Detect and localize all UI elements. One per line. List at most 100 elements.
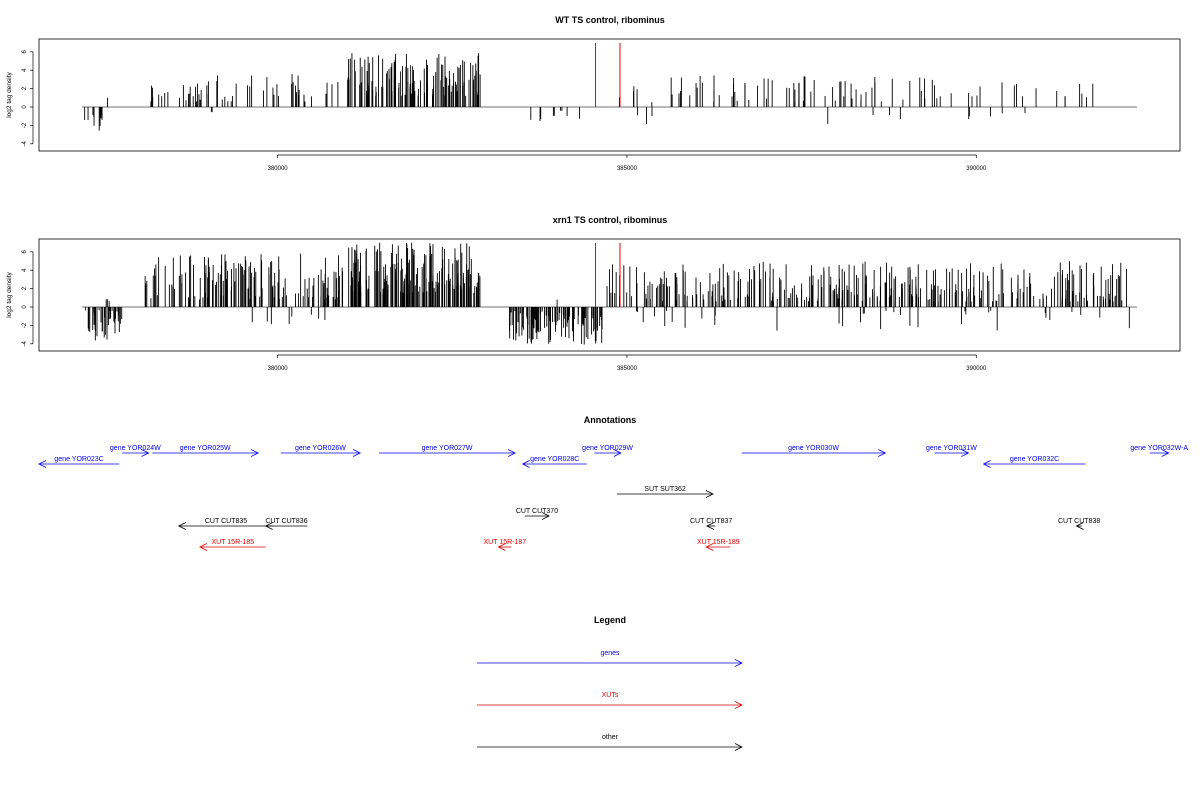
annotation-gene: gene YOR029W bbox=[582, 445, 633, 457]
y-tick-label: -2 bbox=[22, 322, 28, 328]
annotation-other: SUT SUT362 bbox=[617, 486, 714, 498]
x-tick-label: 390000 bbox=[966, 366, 987, 372]
y-tick-label: -2 bbox=[22, 122, 28, 128]
legend-item-xut: XUTs bbox=[477, 692, 743, 709]
legend-arrow-arrowhead bbox=[734, 659, 743, 667]
annotation-label: gene YOR031W bbox=[926, 445, 977, 452]
annotation-label: gene YOR027W bbox=[422, 445, 473, 452]
annotation-label: XUT 15R-187 bbox=[484, 539, 527, 546]
annotation-arrow-arrowhead bbox=[705, 490, 714, 498]
y-tick-label: 6 bbox=[22, 49, 28, 53]
annotation-other: CUT CUT837 bbox=[690, 518, 732, 530]
annotation-gene: gene YOR028C bbox=[521, 456, 587, 468]
panel-xrn1-title: xrn1 TS control, ribominus bbox=[553, 215, 668, 225]
annotation-other: CUT CUT838 bbox=[1058, 518, 1100, 530]
panel-xrn1-x-axis: 380000 385000 390000 bbox=[268, 354, 987, 372]
annotation-other: CUT CUT836 bbox=[264, 518, 308, 530]
annotation-arrow-arrowhead bbox=[250, 449, 260, 457]
annotation-arrow-arrowhead bbox=[961, 449, 970, 457]
annotation-gene: gene YOR025W bbox=[152, 445, 260, 457]
y-tick-label: 0 bbox=[22, 305, 28, 309]
y-tick-label: 4 bbox=[22, 268, 28, 272]
x-tick-label: 380000 bbox=[268, 166, 289, 172]
panel-wt-ylabel: log2 tag density bbox=[6, 71, 13, 117]
annotation-arrow-arrowhead bbox=[177, 522, 186, 530]
annotation-label: CUT CUT837 bbox=[690, 518, 732, 525]
annotation-arrow-arrowhead bbox=[1161, 449, 1170, 457]
annotation-xut: XUT 15R-189 bbox=[697, 539, 740, 551]
annotation-arrow-arrowhead bbox=[264, 522, 273, 530]
legend-items: genes XUTs other bbox=[477, 650, 743, 751]
legend-arrow-arrowhead bbox=[734, 701, 743, 709]
annotation-arrow-arrowhead bbox=[141, 449, 150, 457]
x-tick-label: 380000 bbox=[268, 366, 289, 372]
legend-title: Legend bbox=[594, 615, 626, 625]
annotation-label: CUT CUT370 bbox=[516, 508, 558, 515]
legend-arrow-arrowhead bbox=[734, 743, 743, 751]
legend: Legend genes XUTs other bbox=[477, 615, 743, 751]
panel-xrn1: xrn1 TS control, ribominus log2 tag dens… bbox=[6, 215, 1181, 372]
legend-label: other bbox=[602, 734, 619, 741]
x-tick-label: 385000 bbox=[617, 366, 638, 372]
annotation-gene: gene YOR026W bbox=[280, 445, 362, 457]
annotation-label: SUT SUT362 bbox=[644, 486, 686, 493]
annotation-label: gene YOR029W bbox=[582, 445, 633, 452]
annotation-items: gene YOR023C gene YOR024W gene YOR025W gene… bbox=[38, 445, 1188, 551]
annotation-arrow-arrowhead bbox=[507, 449, 516, 457]
annotation-label: gene YOR028C bbox=[530, 456, 579, 463]
x-tick-label: 385000 bbox=[617, 166, 638, 172]
legend-item-gene: genes bbox=[477, 650, 743, 667]
annotation-arrow-arrowhead bbox=[199, 543, 208, 551]
panel-wt-frame bbox=[38, 38, 1181, 152]
annotation-arrow-arrowhead bbox=[38, 460, 47, 468]
legend-item-other: other bbox=[477, 734, 743, 751]
annotation-label: gene YOR025W bbox=[180, 445, 231, 452]
annotation-arrow-arrowhead bbox=[878, 449, 887, 457]
annotation-label: XUT 15R-185 bbox=[211, 539, 254, 546]
panel-xrn1-ylabel: log2 tag density bbox=[6, 271, 13, 317]
annotation-arrow-arrowhead bbox=[982, 460, 991, 468]
y-tick-label: 4 bbox=[22, 68, 28, 72]
annotation-gene: gene YOR023C bbox=[38, 456, 120, 468]
annotation-other: CUT CUT370 bbox=[516, 508, 558, 520]
annotation-arrow-arrowhead bbox=[497, 543, 506, 551]
panel-wt: WT TS control, ribominus log2 tag densit… bbox=[6, 15, 1181, 172]
annotation-label: gene YOR032C bbox=[1010, 456, 1059, 463]
y-tick-label: 0 bbox=[22, 105, 28, 109]
annotation-label: CUT CUT835 bbox=[205, 518, 247, 525]
annotation-gene: gene YOR031W bbox=[926, 445, 977, 457]
panel-wt-y-axis: -4 -2 0 2 4 6 bbox=[22, 49, 34, 146]
annotation-arrow-arrowhead bbox=[613, 449, 622, 457]
y-tick-label: 2 bbox=[22, 286, 28, 290]
panel-wt-title: WT TS control, ribominus bbox=[555, 15, 665, 25]
annotation-arrow-arrowhead bbox=[705, 543, 714, 551]
legend-label: genes bbox=[600, 650, 620, 657]
annotation-label: gene YOR032W-A bbox=[1130, 445, 1188, 452]
annotation-xut: XUT 15R-187 bbox=[484, 539, 527, 551]
x-tick-label: 390000 bbox=[966, 166, 987, 172]
panel-xrn1-bars bbox=[82, 242, 1137, 345]
annotations-title: Annotations bbox=[584, 415, 637, 425]
annotation-arrow-arrowhead bbox=[706, 522, 715, 530]
y-tick-label: -4 bbox=[22, 140, 28, 146]
annotation-gene: gene YOR024W bbox=[110, 445, 161, 457]
y-tick-label: 2 bbox=[22, 86, 28, 90]
y-tick-label: 6 bbox=[22, 249, 28, 253]
panel-wt-bars bbox=[82, 43, 1137, 131]
panel-wt-x-axis: 380000 385000 390000 bbox=[268, 154, 987, 172]
annotation-gene: gene YOR030W bbox=[741, 445, 887, 457]
legend-label: XUTs bbox=[602, 692, 619, 699]
annotation-label: gene YOR024W bbox=[110, 445, 161, 452]
annotation-label: XUT 15R-189 bbox=[697, 539, 740, 546]
annotation-other: CUT CUT835 bbox=[177, 518, 274, 530]
annotation-xut: XUT 15R-185 bbox=[199, 539, 266, 551]
panel-xrn1-frame bbox=[38, 238, 1181, 352]
annotation-gene: gene YOR032W-A bbox=[1130, 445, 1188, 457]
annotation-label: gene YOR026W bbox=[295, 445, 346, 452]
annotation-label: gene YOR030W bbox=[788, 445, 839, 452]
annotation-label: CUT CUT838 bbox=[1058, 518, 1100, 525]
annotation-arrow-arrowhead bbox=[1075, 522, 1084, 530]
annotation-arrow-arrowhead bbox=[521, 460, 530, 468]
